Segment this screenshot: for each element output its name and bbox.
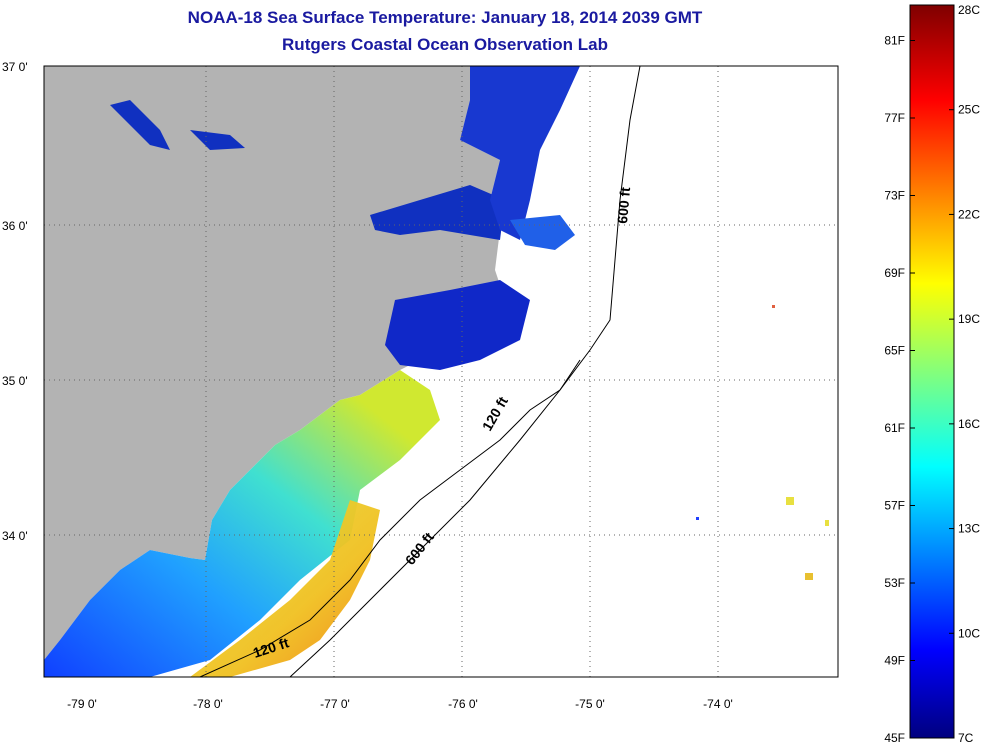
colorbar-celsius-label: 16C — [958, 417, 980, 431]
river-inlet — [110, 100, 170, 150]
colorbar-fahrenheit-label: 73F — [884, 189, 905, 203]
colorbar-celsius-label: 7C — [958, 731, 974, 745]
colorbar-fahrenheit-label: 53F — [884, 576, 905, 590]
colorbar-celsius-labels: 28C 25C 22C 19C 16C 13C 10C 7C — [949, 3, 980, 745]
latitude-labels: 37 0' 36 0' 35 0' 34 0' — [2, 60, 28, 543]
colorbar-fahrenheit-label: 81F — [884, 34, 905, 48]
lat-label: 35 0' — [2, 374, 28, 388]
albemarle-sound — [370, 185, 505, 240]
sst-pixel-cluster — [825, 520, 829, 526]
lon-label: -74 0' — [703, 697, 733, 711]
sst-pixel-cluster — [772, 305, 775, 308]
outer-banks-water — [460, 66, 580, 240]
grid-lines — [44, 66, 838, 677]
colorbar-fahrenheit-label: 45F — [884, 731, 905, 745]
coastal-sst-plume — [44, 370, 440, 677]
sst-pixel-cluster — [805, 573, 813, 580]
colorbar: 81F 77F 73F 69F 65F 61F 57F 53F 49F 45F 28C 25C 22C… — [884, 3, 980, 745]
river-inlet-2 — [190, 130, 245, 150]
lon-label: -75 0' — [575, 697, 605, 711]
colorbar-fahrenheit-label: 65F — [884, 344, 905, 358]
lon-label: -78 0' — [193, 697, 223, 711]
contour-label-600-north: 600 ft — [614, 186, 633, 224]
lat-label: 37 0' — [2, 60, 28, 74]
map-plot-area — [44, 66, 838, 677]
colorbar-fahrenheit-label: 49F — [884, 654, 905, 668]
map-title: NOAA-18 Sea Surface Temperature: January… — [187, 8, 703, 27]
colorbar-fahrenheit-label: 61F — [884, 421, 905, 435]
longitude-labels: -79 0' -78 0' -77 0' -76 0' -75 0' -74 0… — [67, 697, 733, 711]
contour-600ft — [289, 66, 641, 677]
colorbar-fahrenheit-labels: 81F 77F 73F 69F 65F 61F 57F 53F 49F 45F — [884, 34, 915, 745]
colorbar-celsius-label: 19C — [958, 312, 980, 326]
sst-pixel-cluster — [696, 517, 699, 520]
colorbar-celsius-label: 25C — [958, 103, 980, 117]
colorbar-fahrenheit-label: 57F — [884, 499, 905, 513]
sst-pixel-cluster — [786, 497, 794, 505]
lon-label: -79 0' — [67, 697, 97, 711]
pamlico-sound — [385, 280, 530, 370]
colorbar-celsius-label: 13C — [958, 522, 980, 536]
lon-label: -77 0' — [320, 697, 350, 711]
cape-water — [510, 215, 575, 250]
colorbar-celsius-label: 28C — [958, 3, 980, 17]
lon-label: -76 0' — [448, 697, 478, 711]
map-subtitle: Rutgers Coastal Ocean Observation Lab — [282, 35, 608, 54]
lat-label: 36 0' — [2, 219, 28, 233]
colorbar-gradient — [909, 4, 955, 739]
colorbar-fahrenheit-label: 69F — [884, 266, 905, 280]
colorbar-celsius-label: 22C — [958, 207, 980, 221]
contour-120ft — [199, 359, 581, 677]
lat-label: 34 0' — [2, 529, 28, 543]
colorbar-fahrenheit-label: 77F — [884, 111, 905, 125]
plot-frame — [43, 65, 839, 678]
colorbar-celsius-label: 10C — [958, 626, 980, 640]
